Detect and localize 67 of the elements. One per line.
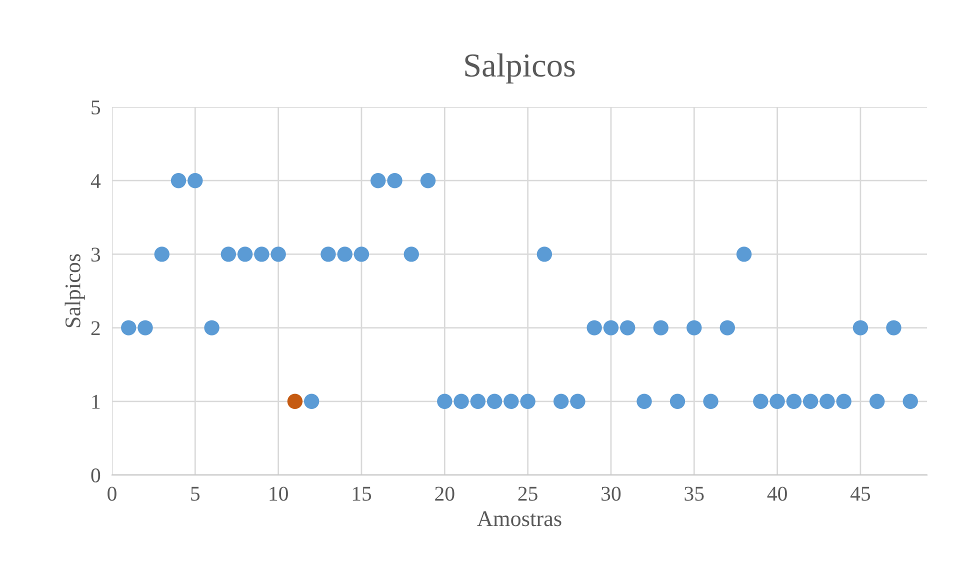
y-tick-label: 3 [91, 248, 100, 262]
point [520, 394, 536, 410]
point [553, 394, 569, 410]
point [586, 320, 602, 336]
y-tick-label: 2 [91, 321, 100, 336]
point [902, 394, 918, 410]
point [536, 246, 552, 262]
x-tick-label: 20 [435, 486, 454, 501]
point [437, 394, 452, 410]
point [254, 246, 270, 262]
point [836, 394, 852, 410]
point [670, 394, 686, 410]
point [138, 320, 153, 336]
x-tick-label: 45 [850, 486, 870, 501]
y-tick-label: 4 [90, 174, 101, 188]
x-axis-title: Amostras [477, 511, 562, 526]
point [404, 246, 419, 262]
point [121, 320, 136, 336]
point [852, 320, 868, 336]
y-tick-label: 0 [91, 468, 100, 482]
point [320, 246, 336, 262]
point [304, 394, 320, 410]
point [720, 320, 736, 336]
point [220, 246, 236, 262]
y-tick-label: 5 [92, 100, 100, 114]
point [820, 394, 835, 410]
x-tick-label: 10 [270, 486, 288, 501]
point [370, 172, 386, 188]
point [270, 246, 286, 262]
x-tick-label: 5 [191, 486, 200, 501]
point [154, 246, 170, 262]
x-tick-label: 0 [108, 486, 116, 501]
point [470, 394, 486, 410]
x-tick-label: 30 [602, 486, 621, 501]
point [636, 394, 652, 410]
point [770, 394, 785, 410]
point [620, 320, 636, 336]
x-tick-label: 40 [767, 486, 787, 501]
chart-title: Salpicos [465, 53, 575, 84]
x-tick-label: 25 [518, 486, 538, 501]
point [337, 246, 352, 262]
point [486, 394, 502, 410]
point [753, 394, 768, 410]
y-tick-label: 1 [92, 394, 100, 409]
y-axis-title: Salpicos [64, 254, 85, 328]
point [287, 394, 303, 410]
point [420, 172, 436, 188]
point [653, 320, 668, 336]
point [204, 320, 220, 336]
point [869, 394, 885, 410]
point [354, 246, 370, 262]
point [802, 394, 818, 410]
point [454, 394, 469, 410]
point [504, 394, 519, 410]
point [237, 246, 253, 262]
point [570, 394, 586, 410]
point [387, 172, 402, 188]
point [703, 394, 718, 410]
point [188, 172, 203, 188]
x-tick-label: 15 [352, 486, 372, 501]
point [603, 320, 619, 336]
point [736, 246, 752, 262]
point [686, 320, 702, 336]
point [170, 172, 186, 188]
point [786, 394, 802, 410]
x-tick-label: 35 [684, 486, 704, 501]
point [886, 320, 902, 336]
